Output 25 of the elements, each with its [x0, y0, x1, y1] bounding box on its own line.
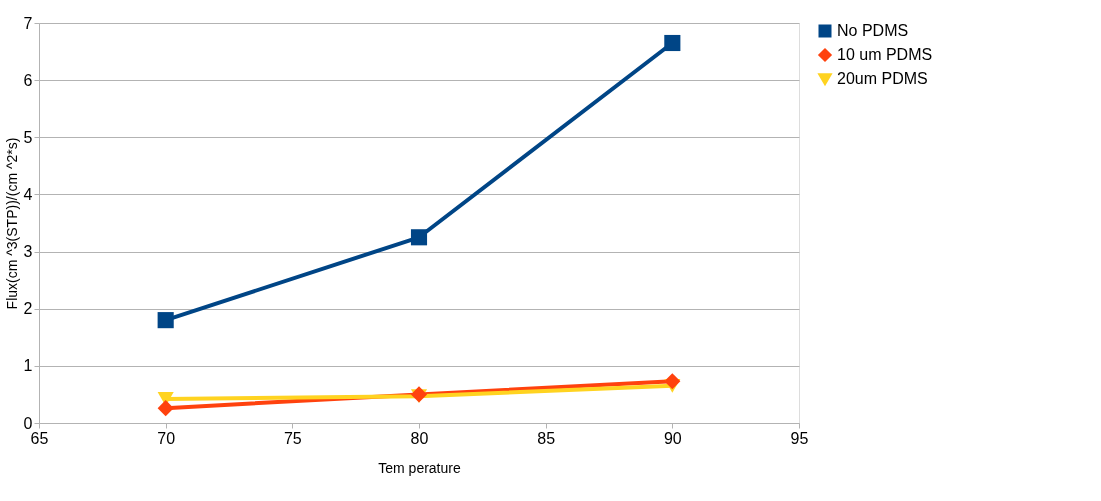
y-tick-label: 1	[23, 357, 33, 375]
x-axis-title: Tem perature	[378, 459, 461, 476]
x-tick-label: 90	[663, 429, 682, 447]
x-tick-label: 80	[410, 429, 429, 447]
x-tick-label: 65	[30, 429, 49, 447]
y-tick-label: 3	[23, 243, 33, 261]
y-axis-title: Flux(cm ^3(STP))/(cm ^2*s)	[3, 137, 20, 310]
point	[664, 34, 681, 52]
x-tick-label: 70	[157, 429, 176, 447]
y-tick-label: 7	[23, 14, 33, 32]
y-tick-label: 4	[23, 185, 33, 203]
y-tick-label: 2	[23, 300, 33, 318]
point	[157, 312, 174, 329]
point	[410, 229, 428, 246]
x-tick-label: 95	[790, 429, 809, 447]
y-tick-label: 0	[23, 414, 33, 432]
point	[157, 400, 174, 417]
y-tick-label: 5	[23, 128, 33, 146]
x-tick-label: 75	[283, 429, 302, 447]
legend-label: 20um PDMS	[837, 70, 928, 87]
x-tick-label: 85	[537, 429, 556, 447]
legend-label: 10 um PDMS	[837, 46, 933, 63]
legend-label: No PDMS	[837, 22, 909, 39]
y-tick-label: 6	[23, 71, 33, 89]
point	[664, 373, 681, 390]
